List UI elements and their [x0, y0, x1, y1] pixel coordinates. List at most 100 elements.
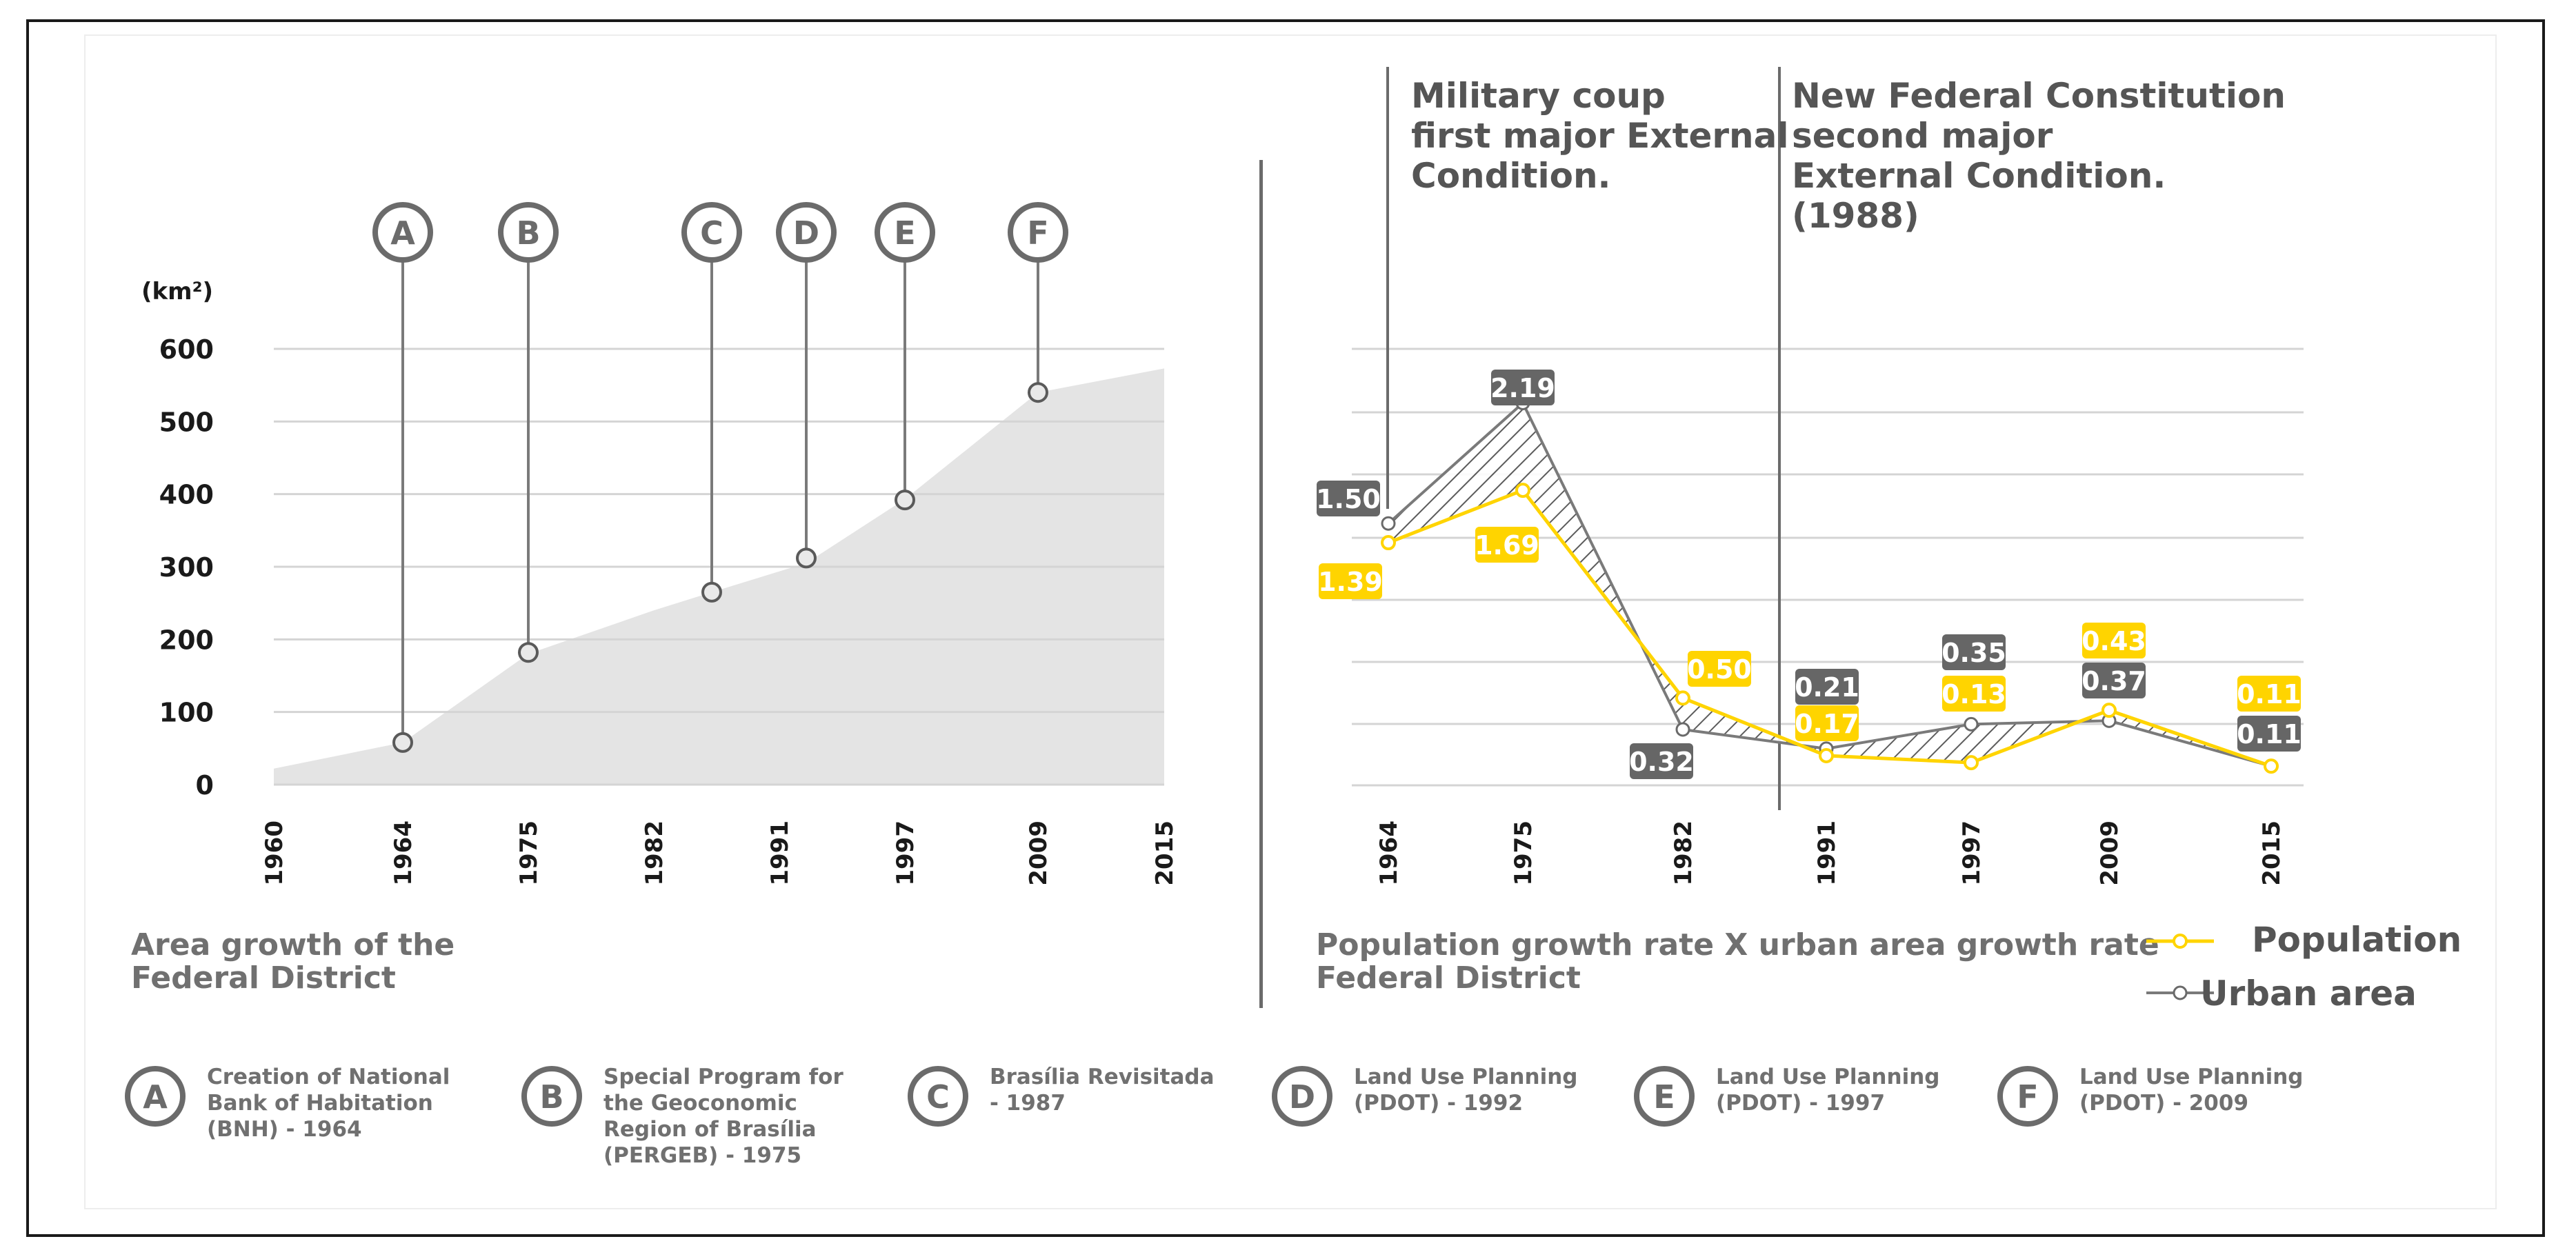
right-x-tick-label: 2015	[2258, 820, 2286, 886]
legend-label-urban-area: Urban area	[2200, 974, 2417, 1014]
legend-label-population: Population	[2252, 920, 2462, 960]
legend-marker-urban-area	[2173, 985, 2188, 1000]
legend-description-line: (PDOT) - 1992	[1354, 1091, 1523, 1116]
urban-area-data-label: 1.50	[1316, 484, 1381, 514]
population-data-label-box	[2082, 623, 2146, 658]
legend-description-line: Brasília Revisitada	[990, 1065, 1215, 1089]
legend-marker-F	[1997, 1066, 2058, 1127]
legend-letter: C	[926, 1078, 950, 1116]
event-annotation-line: Military coup	[1411, 76, 1666, 116]
x-tick-label: 1975	[515, 820, 543, 886]
x-tick-label: 2015	[1151, 820, 1179, 886]
legend-description-line: (PERGEB) - 1975	[603, 1143, 801, 1168]
legend-description-line: (PDOT) - 1997	[1716, 1091, 1885, 1116]
milestone-marker-E	[875, 202, 935, 263]
urban-area-point	[1964, 716, 1979, 732]
legend-description-line: - 1987	[990, 1091, 1066, 1116]
legend-marker-C	[908, 1066, 968, 1127]
milestone-marker-B	[498, 202, 559, 263]
population-data-label-box	[1319, 563, 1382, 599]
right-x-tick-label: 1997	[1958, 820, 1986, 886]
urban-area-data-label: 0.32	[1629, 747, 1694, 777]
right-x-tick-label: 2009	[2096, 820, 2124, 886]
urban-area-data-label-box	[2237, 716, 2301, 752]
population-data-label: 1.69	[1475, 530, 1539, 561]
milestone-letter: F	[1027, 214, 1048, 252]
population-point	[1515, 483, 1530, 498]
legend-description-line: (PDOT) - 2009	[2079, 1091, 2248, 1116]
population-data-label: 0.43	[2081, 626, 2146, 656]
legend-marker-B	[521, 1066, 582, 1127]
legend-marker-D	[1272, 1066, 1332, 1127]
urban-area-data-label-box	[1491, 370, 1555, 405]
y-tick-label: 100	[159, 698, 214, 728]
milestone-point	[518, 642, 539, 663]
population-point	[1819, 747, 1834, 763]
legend-marker-population	[2173, 934, 2188, 949]
population-data-label-box	[1475, 527, 1539, 563]
x-tick-label: 2009	[1025, 820, 1052, 886]
x-tick-label: 1982	[641, 820, 668, 886]
milestone-letter: A	[390, 214, 415, 252]
y-tick-label: 400	[159, 480, 214, 510]
milestone-point	[701, 581, 722, 603]
right-chart-title-line: Population growth rate X urban area grow…	[1316, 927, 2159, 963]
legend-letter: F	[2017, 1078, 2038, 1116]
population-data-label: 0.11	[2237, 679, 2302, 709]
legend-description-line: Creation of National	[207, 1065, 450, 1089]
left-chart-title-line: Area growth of the	[131, 927, 455, 963]
legend-marker-A	[125, 1066, 186, 1127]
left-chart-title-line: Federal District	[131, 960, 396, 996]
urban-area-data-label-box	[2082, 663, 2146, 698]
urban-area-point	[1675, 722, 1690, 737]
population-point	[2101, 703, 2117, 718]
legend-marker-E	[1634, 1066, 1695, 1127]
x-tick-label: 1964	[390, 820, 417, 886]
urban-area-data-label: 2.19	[1490, 373, 1555, 403]
milestone-marker-C	[681, 202, 742, 263]
milestone-point	[392, 732, 413, 753]
x-tick-label: 1960	[261, 820, 288, 886]
legend-letter: B	[539, 1078, 563, 1116]
urban-area-data-label-box	[1317, 481, 1380, 516]
right-x-tick-label: 1975	[1510, 820, 1537, 886]
population-point	[1675, 690, 1690, 706]
population-data-label-box	[1942, 676, 2006, 712]
milestone-marker-D	[776, 202, 837, 263]
milestone-marker-A	[372, 202, 433, 263]
population-data-label: 0.13	[1941, 679, 2006, 709]
milestone-letter: E	[894, 214, 915, 252]
event-annotation-line: (1988)	[1792, 196, 1919, 236]
urban-area-data-label-box	[1630, 743, 1693, 779]
population-data-label-box	[1688, 651, 1751, 687]
milestone-marker-F	[1008, 202, 1068, 263]
right-x-tick-label: 1982	[1670, 820, 1697, 886]
y-tick-label: 600	[159, 334, 214, 365]
urban-area-point	[1381, 516, 1396, 531]
population-point	[1381, 535, 1396, 551]
urban-area-data-label-box	[1795, 669, 1859, 705]
urban-area-data-label: 0.11	[2237, 719, 2302, 749]
milestone-letter: D	[793, 214, 819, 252]
x-tick-label: 1991	[766, 820, 794, 886]
y-axis-unit-label: (km²)	[141, 278, 213, 305]
legend-letter: A	[143, 1078, 168, 1116]
legend-description-line: Land Use Planning	[1716, 1065, 1939, 1089]
urban-area-data-label: 0.37	[2081, 666, 2146, 696]
population-data-label: 0.50	[1687, 654, 1752, 685]
urban-area-data-label: 0.35	[1941, 638, 2006, 668]
legend-letter: D	[1289, 1078, 1315, 1116]
legend-letter: E	[1653, 1078, 1675, 1116]
legend-description-line: Special Program for	[603, 1065, 843, 1089]
milestone-letter: B	[516, 214, 540, 252]
y-tick-label: 0	[196, 770, 214, 800]
population-point	[2264, 758, 2279, 774]
milestone-point	[1028, 382, 1048, 403]
milestone-point	[895, 490, 915, 511]
milestone-letter: C	[700, 214, 723, 252]
urban-area-data-label: 0.21	[1795, 672, 1859, 703]
legend-description-line: Land Use Planning	[1354, 1065, 1577, 1089]
legend-description-line: Land Use Planning	[2079, 1065, 2303, 1089]
right-chart-title-line: Federal District	[1316, 960, 1581, 996]
